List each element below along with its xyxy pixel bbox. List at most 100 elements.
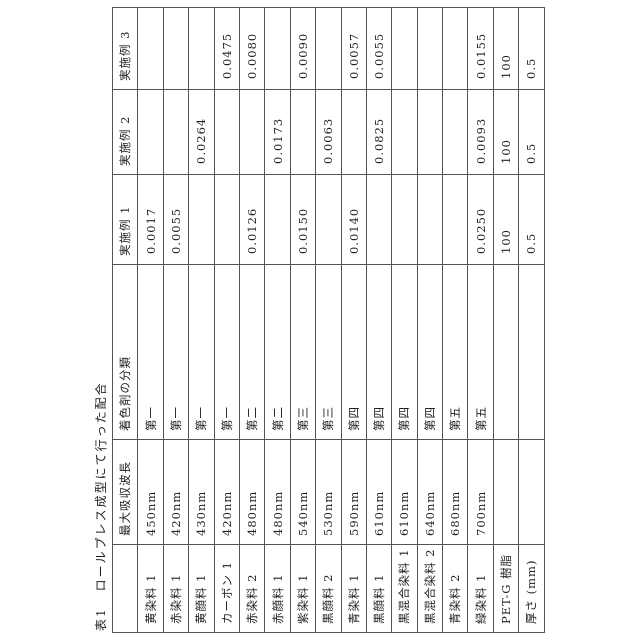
cell-max-absorption-wavelength: 590nm [341, 440, 366, 545]
cell-material: PET-G 樹脂 [493, 545, 518, 633]
cell-example-3 [316, 8, 341, 90]
cell-material: 赤染料 2 [239, 545, 264, 633]
table-caption: 表1 ロールプレス成型にて行った配合 [90, 8, 112, 633]
table-row: 赤染料 1420nm第一0.0055 [163, 8, 188, 633]
header-max-absorption-wavelength: 最大吸収波長 [113, 440, 138, 545]
cell-example-3 [189, 8, 214, 90]
cell-example-2 [443, 90, 468, 175]
cell-material: 緑染料 1 [468, 545, 493, 633]
cell-colorant-class: 第一 [138, 265, 163, 440]
cell-material: 青染料 2 [443, 545, 468, 633]
table-title: ロールプレス成型にて行った配合 [94, 381, 108, 591]
cell-material: 黒混合染料 2 [417, 545, 442, 633]
cell-max-absorption-wavelength: 530nm [316, 440, 341, 545]
cell-example-1 [214, 175, 239, 265]
cell-material: 紫染料 1 [290, 545, 315, 633]
cell-material: カーボン 1 [214, 545, 239, 633]
table-row: 黒混合染料 2640nm第四 [417, 8, 442, 633]
cell-material: 黄顔料 1 [189, 545, 214, 633]
cell-max-absorption-wavelength: 420nm [163, 440, 188, 545]
cell-colorant-class: 第三 [290, 265, 315, 440]
cell-example-1: 100 [493, 175, 518, 265]
cell-example-1: 0.0140 [341, 175, 366, 265]
cell-colorant-class: 第一 [163, 265, 188, 440]
table-row: 青染料 2680nm第五 [443, 8, 468, 633]
cell-colorant-class [519, 265, 544, 440]
cell-max-absorption-wavelength: 540nm [290, 440, 315, 545]
cell-example-2 [214, 90, 239, 175]
cell-material: 黒顔料 1 [366, 545, 391, 633]
table-row: 赤染料 2480nm第二0.0126 0.0080 [239, 8, 264, 633]
cell-material: 厚さ (mm) [519, 545, 544, 633]
cell-max-absorption-wavelength [519, 440, 544, 545]
cell-max-absorption-wavelength: 610nm [366, 440, 391, 545]
cell-example-3: 100 [493, 8, 518, 90]
cell-colorant-class: 第三 [316, 265, 341, 440]
cell-example-2: 0.0825 [366, 90, 391, 175]
table-row: 黄染料 1450nm第一0.0017 [138, 8, 163, 633]
cell-example-3 [163, 8, 188, 90]
cell-example-3: 0.0057 [341, 8, 366, 90]
cell-material: 黒顔料 2 [316, 545, 341, 633]
cell-example-2: 0.0264 [189, 90, 214, 175]
cell-max-absorption-wavelength: 700nm [468, 440, 493, 545]
cell-max-absorption-wavelength: 420nm [214, 440, 239, 545]
cell-example-1: 0.0250 [468, 175, 493, 265]
cell-example-1 [443, 175, 468, 265]
rotated-table-page: 表1 ロールプレス成型にて行った配合 最大吸収波長着色剤の分類実施例 1実施例 2… [90, 8, 550, 633]
formulation-table: 最大吸収波長着色剤の分類実施例 1実施例 2実施例 3黄染料 1450nm第一0… [112, 7, 545, 633]
table-row: 黒顔料 1610nm第四 0.08250.0055 [366, 8, 391, 633]
cell-example-2: 0.5 [519, 90, 544, 175]
cell-example-2: 0.0093 [468, 90, 493, 175]
table-row: 黒顔料 2530nm第三0.0063 [316, 8, 341, 633]
table-row: 青染料 1590nm第四0.01400.0057 [341, 8, 366, 633]
cell-example-3: 0.5 [519, 8, 544, 90]
cell-colorant-class: 第一 [214, 265, 239, 440]
cell-colorant-class: 第四 [392, 265, 417, 440]
header-row: 最大吸収波長着色剤の分類実施例 1実施例 2実施例 3 [113, 8, 138, 633]
cell-example-1 [417, 175, 442, 265]
header-example-1: 実施例 1 [113, 175, 138, 265]
table-row: 厚さ (mm)0.50.50.5 [519, 8, 544, 633]
cell-example-3 [443, 8, 468, 90]
cell-example-1 [316, 175, 341, 265]
cell-material: 黄染料 1 [138, 545, 163, 633]
table-row: 黒混合染料 1610nm第四 [392, 8, 417, 633]
cell-example-2 [239, 90, 264, 175]
cell-example-3 [417, 8, 442, 90]
cell-max-absorption-wavelength: 450nm [138, 440, 163, 545]
cell-example-3: 0.0475 [214, 8, 239, 90]
table-number: 表1 [94, 607, 108, 631]
cell-example-1: 0.0126 [239, 175, 264, 265]
cell-example-3: 0.0080 [239, 8, 264, 90]
cell-example-2: 0.0173 [265, 90, 290, 175]
header-colorant-class: 着色剤の分類 [113, 265, 138, 440]
header-material [113, 545, 138, 633]
cell-example-1: 0.0150 [290, 175, 315, 265]
cell-example-1: 0.5 [519, 175, 544, 265]
cell-colorant-class: 第五 [468, 265, 493, 440]
cell-colorant-class: 第五 [443, 265, 468, 440]
cell-material: 黒混合染料 1 [392, 545, 417, 633]
cell-colorant-class: 第二 [265, 265, 290, 440]
cell-colorant-class: 第一 [189, 265, 214, 440]
cell-example-2 [290, 90, 315, 175]
cell-colorant-class: 第四 [366, 265, 391, 440]
cell-colorant-class: 第二 [239, 265, 264, 440]
table-row: 緑染料 1700nm第五0.02500.00930.0155 [468, 8, 493, 633]
cell-colorant-class [493, 265, 518, 440]
cell-example-2 [138, 90, 163, 175]
cell-max-absorption-wavelength: 480nm [265, 440, 290, 545]
table-row: PET-G 樹脂100100100 [493, 8, 518, 633]
cell-example-3: 0.0055 [366, 8, 391, 90]
cell-example-3: 0.0090 [290, 8, 315, 90]
header-example-3: 実施例 3 [113, 8, 138, 90]
cell-example-1 [366, 175, 391, 265]
cell-example-2 [163, 90, 188, 175]
cell-max-absorption-wavelength [493, 440, 518, 545]
cell-material: 青染料 1 [341, 545, 366, 633]
cell-max-absorption-wavelength: 680nm [443, 440, 468, 545]
cell-example-1 [392, 175, 417, 265]
cell-max-absorption-wavelength: 480nm [239, 440, 264, 545]
cell-example-3 [265, 8, 290, 90]
